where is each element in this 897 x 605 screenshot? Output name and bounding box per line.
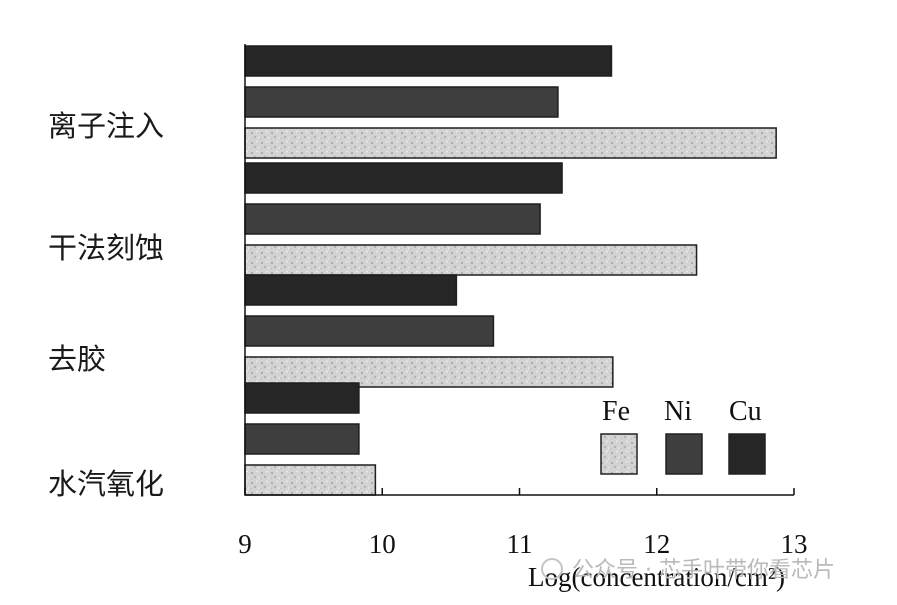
category-labels: 离子注入 干法刻蚀 去胶 水汽氧化 [48, 109, 164, 501]
x-tick-label-2: 11 [507, 529, 533, 559]
legend-swatch-ni [665, 433, 703, 475]
category-label-1: 干法刻蚀 [48, 231, 164, 265]
x-axis-label: Log(concentration/cm²) [528, 562, 785, 592]
bar-cu-3 [244, 382, 360, 414]
bar-fe-0 [244, 127, 777, 159]
bar-fe-1 [244, 244, 698, 276]
bar-ni-3 [244, 423, 360, 455]
bar-ni-1 [244, 203, 541, 235]
wechat-icon [541, 558, 563, 580]
legend-swatch-cu [728, 433, 766, 475]
category-label-2: 去胶 [48, 342, 106, 376]
category-label-3: 水汽氧化 [48, 467, 164, 501]
bar-cu-0 [244, 45, 613, 77]
legend-swatch-fe [600, 433, 638, 475]
x-axis: 9 10 11 12 13 [238, 44, 808, 559]
bar-ni-0 [244, 86, 559, 118]
category-label-0: 离子注入 [48, 109, 164, 143]
bar-fe-3 [244, 464, 377, 496]
bar-cu-1 [244, 162, 563, 194]
legend-label-ni: Ni [664, 396, 692, 427]
x-tick-label-4: 13 [781, 529, 808, 559]
x-tick-label-3: 12 [643, 529, 670, 559]
watermark-text: 公众号 · 芯手叶带你看芯片 [572, 558, 835, 583]
bar-cu-2 [244, 274, 458, 306]
watermark: 公众号 · 芯手叶带你看芯片 [541, 558, 835, 583]
legend-label-fe: Fe [602, 396, 630, 427]
x-tick-label-1: 10 [369, 529, 396, 559]
bar-ni-2 [244, 315, 495, 347]
legend: Fe Ni Cu [600, 396, 766, 475]
x-tick-label-0: 9 [238, 529, 252, 559]
legend-label-cu: Cu [729, 396, 762, 427]
bars-group [244, 45, 777, 496]
